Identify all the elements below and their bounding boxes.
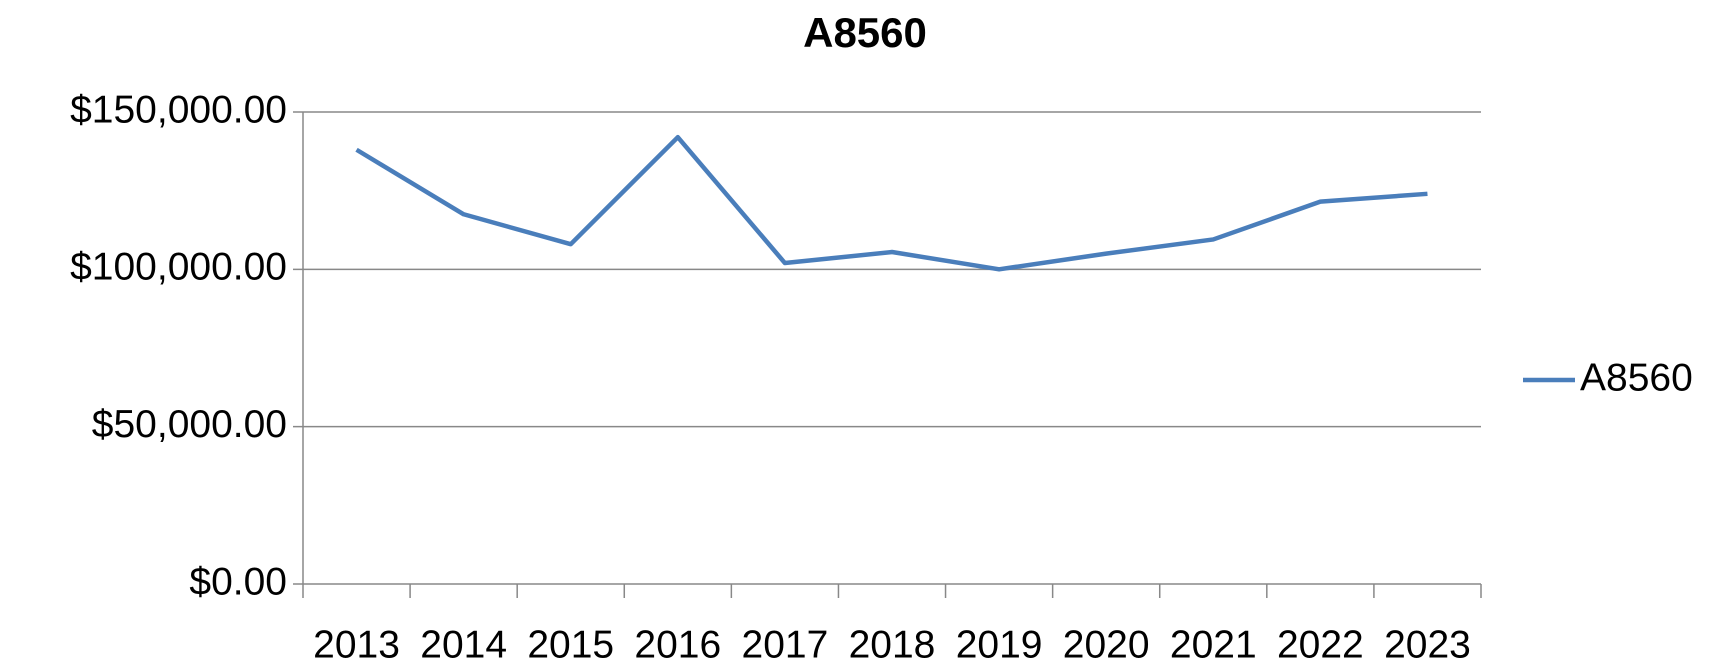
x-tick-label: 2022 xyxy=(1277,623,1364,663)
legend-label: A8560 xyxy=(1580,356,1693,399)
x-tick-label: 2015 xyxy=(527,623,614,663)
y-tick-label: $150,000.00 xyxy=(70,88,287,131)
y-tick-label: $100,000.00 xyxy=(70,246,287,289)
x-tick-label: 2021 xyxy=(1170,623,1257,663)
chart-title: A8560 xyxy=(803,9,927,56)
x-tick-label: 2020 xyxy=(1063,623,1150,663)
x-tick-label: 2019 xyxy=(956,623,1043,663)
x-tick-label: 2018 xyxy=(849,623,936,663)
x-tick-label: 2023 xyxy=(1384,623,1471,663)
line-series xyxy=(355,134,1428,272)
x-tick-label: 2014 xyxy=(420,623,507,663)
x-tick-label: 2017 xyxy=(742,623,829,663)
x-tick-label: 2016 xyxy=(634,623,721,663)
y-tick-label: $50,000.00 xyxy=(92,403,287,446)
y-tick-label: $0.00 xyxy=(189,560,287,603)
x-tick-label: 2013 xyxy=(313,623,400,663)
